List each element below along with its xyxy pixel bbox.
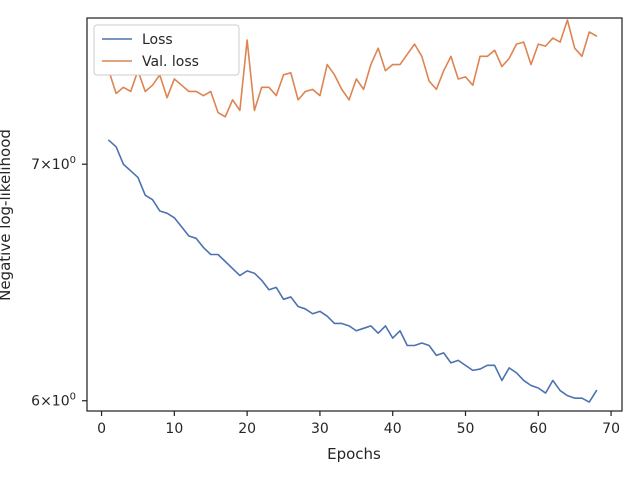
series-layer [108, 19, 598, 403]
legend: Loss Val. loss [93, 24, 240, 76]
series-line-loss [108, 139, 598, 403]
legend-box [93, 24, 240, 76]
legend-label-val-loss: Val. loss [142, 54, 199, 70]
x-tick-label: 20 [238, 421, 256, 437]
x-tick-label: 70 [602, 421, 620, 437]
series-line-val-loss [108, 19, 598, 118]
y-axis-label: Negative log-likelihood [0, 129, 14, 301]
x-tick-label: 50 [457, 421, 475, 437]
x-tick-label: 0 [97, 421, 106, 437]
x-tick-label: 30 [311, 421, 329, 437]
y-axis-ticks: 7×100 6×100 [31, 155, 87, 410]
y-tick-label: 6×100 [31, 392, 76, 410]
x-axis-label: Epochs [327, 445, 381, 463]
x-axis-ticks: 0 10 20 30 40 50 60 70 [97, 411, 620, 437]
x-tick-label: 40 [384, 421, 402, 437]
legend-label-loss: Loss [142, 32, 173, 48]
plot-frame [86, 17, 623, 412]
y-tick-label: 7×100 [31, 155, 76, 173]
x-tick-label: 60 [529, 421, 547, 437]
plot-area [87, 18, 622, 411]
x-tick-label: 10 [165, 421, 183, 437]
